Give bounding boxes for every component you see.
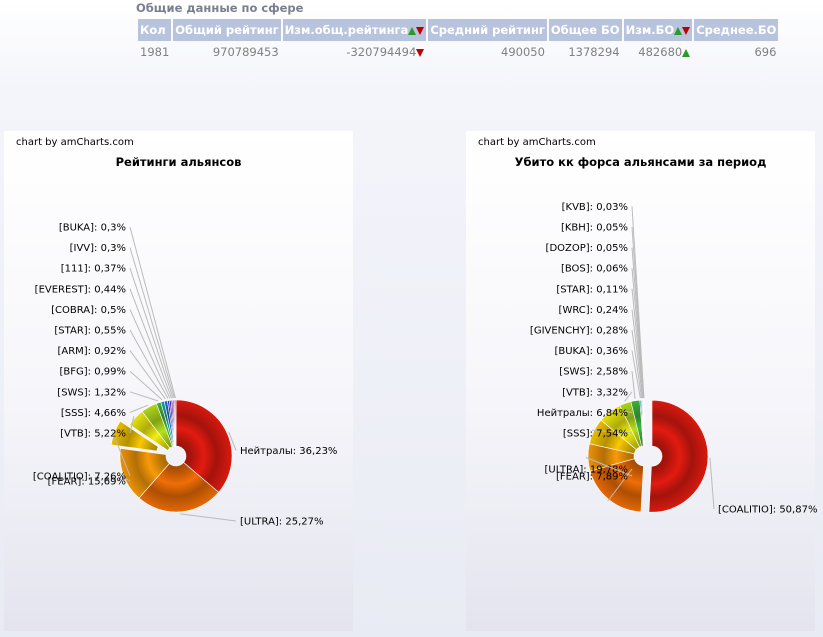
ratings-chart-panel: chart by amCharts.com Рейтинги альянсов … <box>4 131 353 631</box>
slice-leader-line <box>709 457 715 510</box>
cell-count: 1981 <box>140 45 170 59</box>
slice-label: [COALITIO]: 50,87% <box>718 505 817 516</box>
slice-leader-line <box>631 329 643 399</box>
slice-leader-line <box>129 416 135 434</box>
slice-leader-line <box>631 309 643 399</box>
slice-label: [FEAR]: 15,69% <box>48 477 126 488</box>
slice-label: [ULTRA]: 19,78% <box>545 465 629 476</box>
slice-label: [ARM]: 0,92% <box>57 346 126 357</box>
slice-label: [VTB]: 3,32% <box>562 387 628 398</box>
header-rating-change: Изм.общ.рейтинга <box>282 19 427 41</box>
summary-header-row: Кол Общий рейтинг Изм.общ.рейтинга Средн… <box>138 19 779 41</box>
chart-credit-link[interactable]: chart by amCharts.com <box>16 137 134 148</box>
slice-leader-line <box>129 370 163 401</box>
slice-leader-line <box>228 431 237 451</box>
pie-slice-ultra[interactable] <box>138 462 220 513</box>
arrow-up-icon <box>682 48 691 57</box>
header-count: Кол <box>138 19 172 41</box>
slice-label: [COALITIO]: 7,26% <box>33 472 126 483</box>
arrow-down-icon <box>416 48 425 57</box>
arrow-down-icon <box>682 26 691 35</box>
summary-data-row: 1981 970789453 -320794494 490050 1378294… <box>138 41 778 63</box>
header-average-rating: Средний рейтинг <box>428 19 547 41</box>
slice-leader-line <box>631 371 636 399</box>
slice-label: [BFG]: 0,99% <box>60 367 126 378</box>
slice-leader-line <box>591 429 633 434</box>
summary-table: Кол Общий рейтинг Изм.общ.рейтинга Средн… <box>136 19 780 63</box>
slice-label: [WRC]: 0,24% <box>559 305 628 316</box>
slice-label: [FEAR]: 7,89% <box>556 472 628 483</box>
pie-slice-нейтралы[interactable] <box>175 399 233 493</box>
slice-label: [IVV]: 0,3% <box>70 243 126 254</box>
slice-label: [BOS]: 0,06% <box>561 264 628 275</box>
cell-bo-change: 482680 <box>624 41 693 63</box>
arrow-up-icon <box>674 26 683 35</box>
slice-leader-line <box>624 391 633 402</box>
slice-label: [GIVENCHY]: 0,28% <box>530 326 628 337</box>
slice-leader-line <box>129 404 149 413</box>
slice-leader-line <box>180 513 237 522</box>
chart-title: Рейтинги альянсов <box>115 155 242 169</box>
header-bo-change-label: Изм.БО <box>625 23 675 37</box>
kills-pie-chart: [COALITIO]: 50,87% [ULTRA]: 19,78%[FEAR]:… <box>530 202 818 516</box>
slice-leader-line <box>129 329 169 399</box>
slice-label: Нейтралы: 6,84% <box>537 408 628 419</box>
arrow-up-icon <box>408 26 417 35</box>
slice-label: [SSS]: 7,54% <box>563 429 628 440</box>
header-bo-change: Изм.БО <box>623 19 693 41</box>
header-average-bo: Среднее.БО <box>694 19 779 41</box>
slice-leader-line <box>129 288 173 399</box>
header-total-bo: Общее БО <box>548 19 622 41</box>
slice-leader-line <box>631 350 641 399</box>
cell-total-rating: 970789453 <box>212 45 279 59</box>
cell-rating-change: -320794494 <box>283 41 427 63</box>
cell-average-bo: 696 <box>754 45 777 59</box>
slice-label: [111]: 0,37% <box>61 264 126 275</box>
slice-leader-line <box>129 350 166 400</box>
kills-chart-panel: chart by amCharts.com Убито кк форса аль… <box>466 131 818 631</box>
slice-leader-line <box>631 206 645 399</box>
slice-leader-line <box>129 226 176 399</box>
slice-label: [SWS]: 1,32% <box>57 387 126 398</box>
slice-leader-line <box>129 247 175 399</box>
slice-leader-line <box>631 288 644 399</box>
slice-label: [BUKA]: 0,3% <box>59 223 126 234</box>
ratings-pie-chart: Нейтралы: 36,23% [ULTRA]: 25,27% [FEAR]: 1… <box>33 223 338 528</box>
slice-label: Нейтралы: 36,23% <box>240 446 337 457</box>
summary-title: Общие данные по сфере <box>136 1 304 15</box>
slice-label: [SWS]: 2,58% <box>559 367 628 378</box>
slice-label: [EVEREST]: 0,44% <box>35 284 126 295</box>
slice-leader-line <box>585 457 633 477</box>
pie-slice-coalitio[interactable] <box>648 399 709 513</box>
pie-slice-buka[interactable] <box>174 399 177 447</box>
slice-leader-line <box>129 391 159 402</box>
chart-credit-link[interactable]: chart by amCharts.com <box>478 137 596 148</box>
cell-rating-change-value: -320794494 <box>346 45 417 59</box>
slice-label: [STAR]: 0,55% <box>54 326 126 337</box>
slice-label: [KBH]: 0,05% <box>561 223 628 234</box>
arrow-down-icon <box>416 26 425 35</box>
slice-label: [STAR]: 0,11% <box>556 284 628 295</box>
header-rating-change-label: Изм.общ.рейтинга <box>284 23 409 37</box>
slice-leader-line <box>112 431 131 477</box>
slice-label: [ULTRA]: 25,27% <box>240 517 324 528</box>
slice-leader-line <box>129 309 171 399</box>
slice-leader-line <box>121 475 131 482</box>
slice-leader-line <box>129 268 174 399</box>
slice-leader-line <box>608 409 633 413</box>
header-total-rating: Общий рейтинг <box>173 19 281 41</box>
cell-total-bo: 1378294 <box>568 45 620 59</box>
slice-label: [DOZOP]: 0,05% <box>546 243 628 254</box>
pie-slice-coalitio[interactable] <box>110 420 159 452</box>
slice-label: [KVB]: 0,03% <box>562 202 628 213</box>
slice-label: [VTB]: 5,22% <box>60 429 126 440</box>
slice-label: [BUKA]: 0,36% <box>554 346 628 357</box>
chart-title: Убито кк форса альянсами за период <box>514 155 767 169</box>
slice-label: [SSS]: 4,66% <box>61 408 126 419</box>
cell-average-rating: 490050 <box>501 45 545 59</box>
cell-bo-change-value: 482680 <box>638 45 683 59</box>
slice-label: [COBRA]: 0,5% <box>51 305 126 316</box>
